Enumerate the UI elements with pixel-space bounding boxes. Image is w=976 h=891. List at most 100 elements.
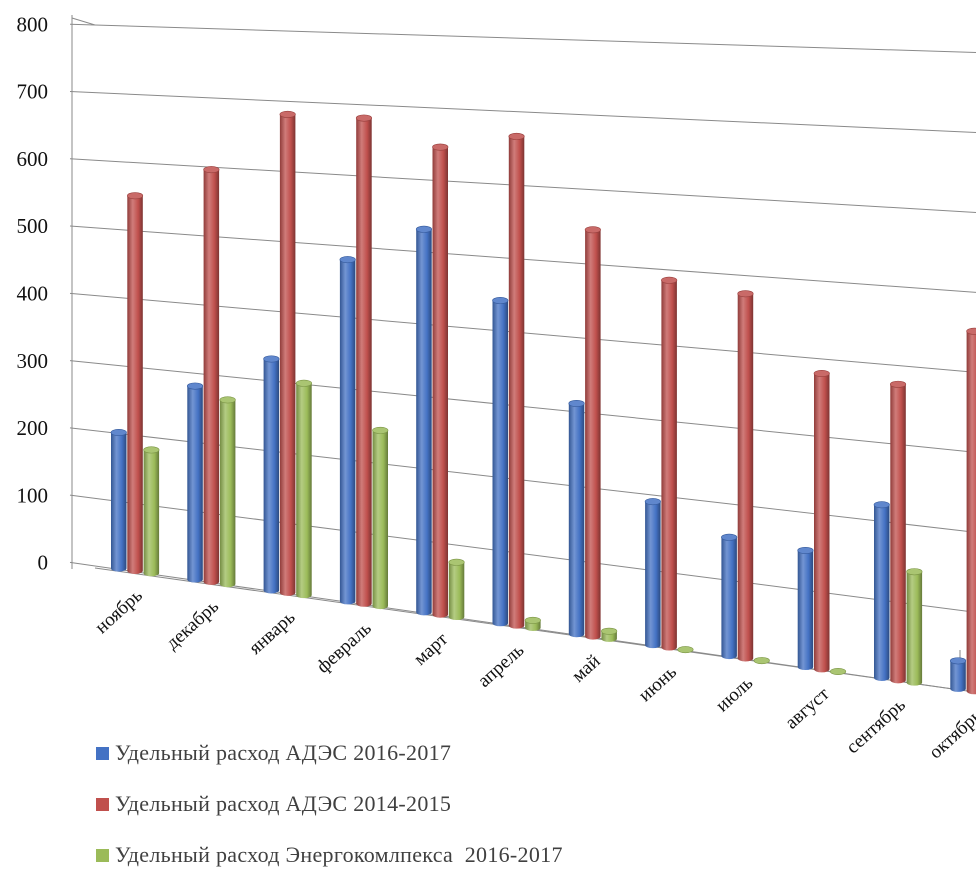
bar — [601, 627, 618, 642]
bar-body — [143, 449, 160, 577]
x-tick-label: январь — [245, 607, 300, 659]
bar — [721, 533, 738, 660]
bar — [966, 327, 976, 695]
bar — [873, 501, 890, 681]
bar — [584, 226, 601, 640]
bar-body — [492, 300, 508, 627]
bar-body — [111, 432, 127, 572]
bar-cap — [127, 192, 144, 200]
bar-body — [797, 550, 814, 671]
y-tick-label: 200 — [17, 416, 49, 440]
bar-body — [356, 118, 372, 607]
y-tick-label: 300 — [17, 349, 49, 373]
bar-cap — [263, 355, 280, 363]
bars — [110, 110, 976, 695]
bar — [263, 355, 280, 594]
bar — [661, 276, 678, 651]
bar-body — [890, 384, 906, 684]
bar — [203, 166, 220, 585]
bar — [355, 114, 373, 607]
bar-cap — [508, 132, 525, 140]
bar — [187, 382, 204, 583]
x-tick-label: август — [781, 683, 834, 733]
bar-body — [219, 399, 236, 588]
bar-cap — [797, 546, 814, 554]
x-tick-label: март — [410, 628, 453, 669]
legend-swatch-series-1 — [96, 746, 109, 760]
y-tick-label: 0 — [38, 551, 49, 575]
bar — [677, 646, 694, 654]
y-tick-label: 600 — [17, 147, 49, 171]
bar — [906, 568, 923, 686]
bar-body — [279, 114, 296, 596]
x-tick-label: февраль — [313, 618, 376, 678]
bar — [372, 426, 389, 610]
bar-cap — [601, 627, 618, 635]
bar-cap — [279, 110, 296, 118]
bar — [813, 369, 830, 673]
bar-body — [432, 147, 448, 618]
bar-cap — [906, 568, 923, 576]
legend-swatch-series-3 — [96, 848, 109, 862]
y-axis-top-edge — [71, 17, 96, 26]
bar-cap — [372, 426, 389, 434]
bar-body — [508, 136, 525, 629]
legend-label-series-3: Удельный расход Энергокомлпекса 2016-201… — [115, 842, 563, 867]
bar-cap — [295, 379, 313, 387]
bar-body — [372, 430, 388, 610]
bar-cap — [203, 166, 220, 174]
bar — [568, 399, 585, 638]
bar — [797, 546, 814, 671]
bar-body — [416, 229, 432, 616]
grid-line — [69, 292, 976, 373]
bar-cap — [492, 297, 509, 305]
bar-body — [263, 358, 280, 594]
bar — [219, 396, 236, 588]
bar — [448, 558, 465, 621]
bar-cap — [677, 646, 694, 654]
grid-line — [69, 225, 976, 293]
bar-body — [448, 562, 465, 621]
y-tick-label: 400 — [17, 281, 49, 305]
bar — [339, 256, 356, 605]
bar — [753, 657, 770, 665]
y-tick-label: 100 — [17, 483, 49, 507]
bar-cap — [524, 616, 541, 624]
bar — [524, 616, 541, 631]
bar — [644, 498, 661, 649]
bar — [889, 380, 907, 684]
bar-cap — [584, 226, 601, 234]
bar-body — [187, 386, 203, 583]
x-tick-label: ноябрь — [91, 585, 147, 638]
grid-line — [69, 90, 976, 133]
x-tick-label: май — [568, 651, 605, 687]
bar — [127, 192, 144, 574]
y-tick-label: 700 — [17, 80, 49, 104]
bar-cap — [415, 225, 433, 233]
bar-cap — [644, 498, 661, 506]
legend: Удельный расход АДЭС 2016-2017 Удельный … — [96, 738, 796, 891]
bar-body — [203, 169, 220, 585]
bar-body — [737, 293, 754, 662]
bar-body — [585, 229, 601, 640]
bar-cap — [110, 428, 127, 436]
bar-body — [874, 504, 890, 681]
bar-cap — [219, 396, 236, 404]
bar-body — [296, 383, 312, 599]
legend-label-series-1: Удельный расход АДЭС 2016-2017 — [115, 740, 452, 765]
bar — [949, 657, 967, 692]
y-tick-labels: 0 100 200 300 400 500 600 700 800 — [17, 12, 49, 574]
bar-body — [661, 280, 677, 651]
bar-chart: 0 100 200 300 400 500 600 700 800 ноябрь декабрь я… — [17, 12, 976, 763]
legend-item-series-2: Удельный расход АДЭС 2014-2015 — [96, 789, 796, 819]
bar-cap — [568, 399, 585, 407]
bar-cap — [889, 380, 907, 388]
y-tick-label: 500 — [17, 214, 49, 238]
bar-cap — [813, 369, 830, 377]
x-tick-label: апрель — [474, 640, 529, 692]
bar-cap — [339, 256, 356, 264]
bar-cap — [721, 533, 738, 541]
bar — [432, 143, 449, 618]
bar-cap — [355, 114, 373, 122]
grid-line — [69, 23, 976, 53]
